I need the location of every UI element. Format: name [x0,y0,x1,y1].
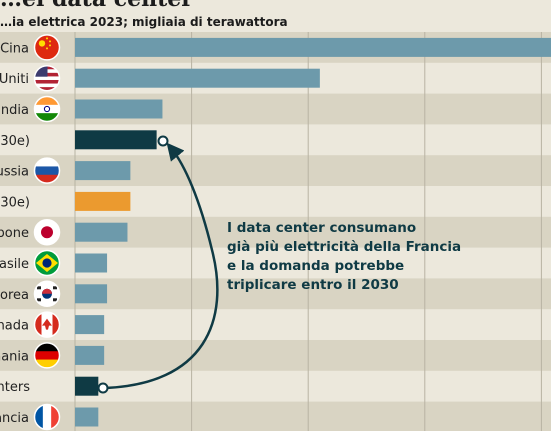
category-label: …Uniti [0,72,29,87]
arrow-end-dot [157,135,169,147]
south-korea-flag-icon [33,280,61,308]
usa-flag-icon [33,64,61,92]
category-label: …ussia [0,165,29,180]
category-label: …30e) [0,134,30,149]
bar-11 [75,376,99,396]
category-label: …orea [0,288,29,303]
annotation-line: già più elettricità della Francia [227,239,461,255]
category-label: Cina [0,41,29,56]
annotation-line: I data center consumano [227,220,416,236]
russia-flag-icon [33,157,61,184]
annotation-line: triplicare entro il 2030 [227,277,399,293]
category-label: India [0,103,29,118]
bar-9 [75,315,105,335]
annotation-line: e la domanda potrebbe [227,258,404,274]
bar-6 [75,222,128,242]
germany-flag-icon [33,342,61,369]
japan-flag-icon [33,218,61,246]
bar-5 [75,191,131,211]
bar-3 [75,130,157,150]
annotation-arrow [102,142,219,390]
china-flag-icon [33,34,61,61]
bar-4 [75,161,131,181]
annotation-text: I data center consumano già più elettrici… [227,220,461,293]
bar-12 [75,407,99,427]
category-label: …mania [0,349,29,364]
bar-7 [75,253,108,273]
france-flag-icon [33,403,61,431]
arrow-start-dot [97,382,109,394]
bar-8 [75,284,108,304]
category-label: …ancia [0,411,29,426]
bar-1 [75,68,320,88]
category-label: …30e) [0,195,30,210]
bar-0 [75,37,551,57]
bar-10 [75,345,105,365]
bar-2 [75,99,163,119]
category-label: …nada [0,319,29,334]
chart-title: …el data center [0,0,193,12]
category-label: …nters [0,380,30,395]
brazil-flag-icon [33,249,61,277]
india-flag-icon [33,95,61,123]
canada-flag-icon [33,311,61,338]
chart-subtitle: …ia elettrica 2023; migliaia di terawatt… [0,15,288,29]
category-label: …asile [0,257,29,272]
category-label: …pone [0,226,29,241]
